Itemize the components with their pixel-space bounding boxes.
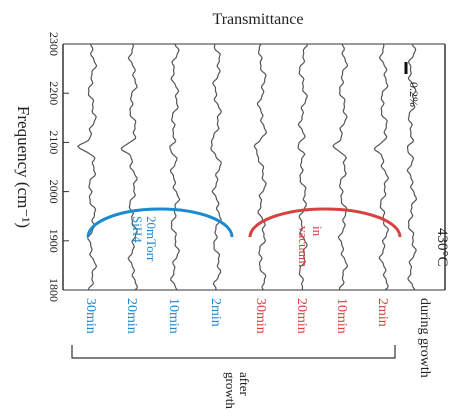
axis-label-frequency: Frequency (cm⁻¹) [14,106,33,228]
spectrum-trace [332,43,349,290]
series-labels: 30min 20min 10min 2min 30min 20min 10min 2min du… [83,298,432,378]
after-growth-bracket: after growth [71,345,396,409]
series-label: 2min [208,298,223,327]
spectrum-trace [77,43,98,291]
scale-bar-label: 0.2% [407,82,421,107]
temperature-label: 430°C [434,228,450,267]
silane-group-label: 20mTorr SiH4 [130,216,159,262]
silane-arc [86,207,234,238]
after-growth-label-line1: after [237,372,252,396]
series-label: 30min [83,298,98,334]
spectrum-trace [120,43,138,291]
spectrum-trace [406,43,418,291]
spectrum-trace [297,43,308,291]
series-label: 20min [294,298,309,334]
series-label: during growth [417,298,432,378]
axis-tick-label: 1900 [47,229,61,253]
axis-tick-label: 2200 [47,81,61,105]
frequency-axis: 2300 2200 2100 2000 1900 1800 [47,32,446,302]
spectrum-trace [373,43,390,291]
series-label: 30min [253,298,268,334]
silane-label-line2: SiH4 [130,216,145,243]
spectrum-trace [169,43,181,291]
vacuum-group-label: in vacuum [296,226,325,267]
spectrum-trace [253,43,268,291]
spectra-traces [77,43,418,291]
series-label: 20min [124,298,139,334]
axis-tick-label: 2000 [47,180,61,204]
series-label: 10min [166,298,181,334]
series-label: 10min [334,298,349,334]
silane-label-line1: 20mTorr [144,216,159,262]
axis-ticks: 2300 2200 2100 2000 1900 1800 [47,32,69,302]
axis-tick-label: 2300 [47,32,61,56]
axis-tick-label: 1800 [47,278,61,302]
group-arcs [86,207,402,238]
after-growth-bracket-line [71,345,396,359]
spectrum-trace [210,43,222,291]
series-label: 2min [375,298,390,327]
axis-tick-label: 2100 [47,130,61,154]
vacuum-label-line2: vacuum [296,226,311,267]
vacuum-arc [248,207,402,238]
vacuum-label-line1: in [310,226,325,237]
after-growth-label-line2: growth [223,372,238,409]
chart-title: Transmittance [213,11,304,28]
scale-bar: 0.2% [404,62,421,107]
